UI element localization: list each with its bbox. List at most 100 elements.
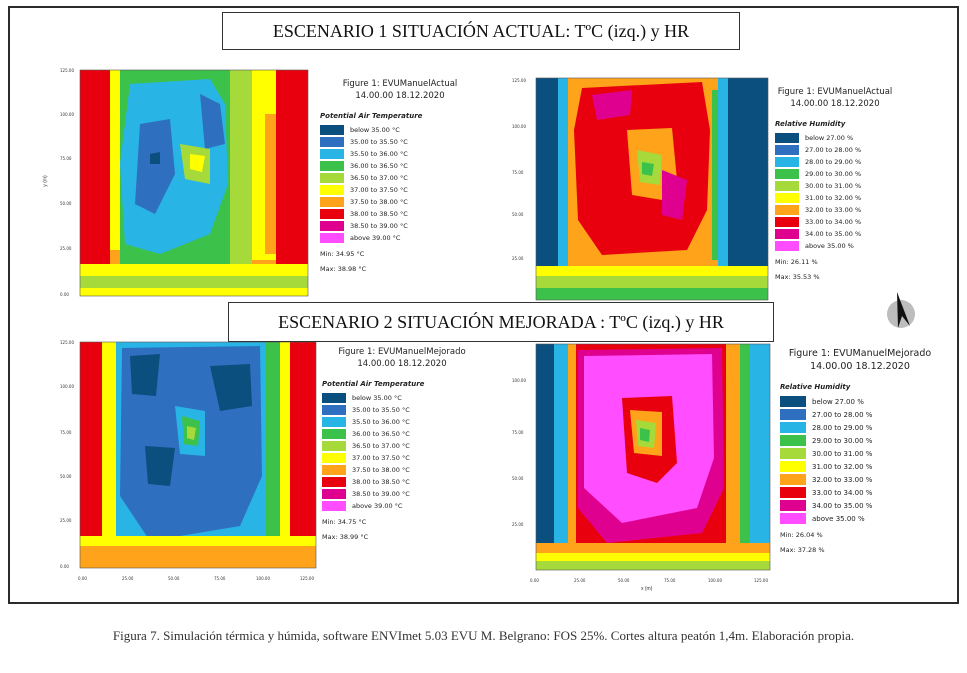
figure-datetime: 14.00.00 18.12.2020	[355, 91, 445, 101]
legend-label: 36.50 to 37.00 °C	[352, 442, 410, 450]
legend-subtitle: Relative Humidity	[775, 120, 846, 128]
s1-humidity-map: 125.00 100.00 75.00 50.00 25.00	[512, 70, 772, 304]
legend-label: below 35.00 °C	[352, 394, 402, 402]
y-tick: 100.00	[60, 384, 74, 389]
legend-label: 27.00 to 28.00 %	[812, 410, 873, 419]
y-tick: 25.00	[60, 518, 72, 523]
legend-subtitle: Relative Humidity	[780, 383, 851, 391]
legend-subtitle: Potential Air Temperature	[322, 380, 425, 388]
legend-label: 31.00 to 32.00 %	[812, 462, 873, 471]
legend-label: 31.00 to 32.00 %	[805, 194, 862, 202]
legend-label: 37.50 to 38.00 °C	[352, 466, 410, 474]
y-tick: 100.00	[60, 112, 74, 117]
x-tick: 25.00	[122, 576, 134, 581]
y-tick: 100.00	[512, 378, 526, 383]
legend-item: 34.00 to 35.00 %	[780, 499, 940, 512]
max-value: Max: 37.28 %	[780, 546, 825, 554]
x-tick: 100.00	[256, 576, 270, 581]
legend-label: above 39.00 °C	[352, 502, 403, 510]
caption-text: Figura 7. Simulación térmica y húmida, s…	[112, 628, 855, 643]
legend-label: 35.50 to 36.00 °C	[350, 150, 408, 158]
min-value: Min: 26.04 %	[780, 531, 823, 539]
legend-label: 30.00 to 31.00 %	[805, 182, 862, 190]
y-tick: 50.00	[60, 474, 72, 479]
max-value: Max: 35.53 %	[775, 273, 820, 281]
legend-swatch	[780, 448, 806, 459]
legend-item: 31.00 to 32.00 %	[775, 192, 895, 204]
x-tick: 125.00	[754, 578, 768, 583]
legend-label: 37.00 to 37.50 °C	[350, 186, 408, 194]
legend-item: above 35.00 %	[780, 512, 940, 525]
y-tick: 125.00	[60, 340, 74, 345]
legend-swatch	[322, 441, 346, 451]
legend-label: below 35.00 °C	[350, 126, 400, 134]
legend-label: 35.00 to 35.50 °C	[352, 406, 410, 414]
legend-item: below 35.00 °C	[320, 124, 480, 136]
legend-label: 33.00 to 34.00 %	[805, 218, 862, 226]
legend-item: 29.00 to 30.00 %	[775, 168, 895, 180]
legend-item: 35.50 to 36.00 °C	[322, 416, 482, 428]
legend-item: 36.50 to 37.00 °C	[322, 440, 482, 452]
legend-swatch	[322, 489, 346, 499]
legend-swatch	[775, 229, 799, 239]
min-value: Min: 34.75 °C	[322, 518, 367, 526]
legend-item: 32.00 to 33.00 %	[780, 473, 940, 486]
legend-item: 27.00 to 28.00 %	[775, 144, 895, 156]
min-value: Min: 26.11 %	[775, 258, 818, 266]
max-value: Max: 38.98 °C	[320, 265, 367, 273]
s1-temperature-legend: Figure 1: EVUManuelActual 14.00.00 18.12…	[320, 78, 480, 274]
legend-swatch	[775, 205, 799, 215]
min-value: Min: 34.95 °C	[320, 250, 365, 258]
s2-humidity-map: 100.00 75.00 50.00 25.00 0.00 25.00 50.0…	[512, 338, 774, 586]
legend-label: 34.00 to 35.00 %	[805, 230, 862, 238]
legend-label: 38.00 to 38.50 °C	[352, 478, 410, 486]
legend-swatch	[322, 477, 346, 487]
scenario-2-title: ESCENARIO 2 SITUACIÓN MEJORADA : TºC (iz…	[228, 302, 774, 342]
legend-label: above 35.00 %	[805, 242, 854, 250]
legend-item: 37.00 to 37.50 °C	[322, 452, 482, 464]
legend-label: above 39.00 °C	[350, 234, 401, 242]
x-tick: 0.00	[530, 578, 539, 583]
y-tick: 125.00	[512, 78, 526, 83]
legend-label: 38.50 to 39.00 °C	[352, 490, 410, 498]
legend-label: 27.00 to 28.00 %	[805, 146, 862, 154]
x-tick: 125.00	[300, 576, 314, 581]
y-tick: 0.00	[60, 292, 69, 297]
legend-swatch	[320, 185, 344, 195]
legend-item: 36.00 to 36.50 °C	[322, 428, 482, 440]
figure-name: Figure 1: EVUManuelMejorado	[338, 347, 466, 357]
y-tick: 75.00	[512, 430, 524, 435]
legend-swatch	[320, 221, 344, 231]
legend-swatch	[780, 474, 806, 485]
x-tick: 75.00	[214, 576, 226, 581]
legend-swatch	[322, 501, 346, 511]
figure-name: Figure 1: EVUManuelMejorado	[788, 348, 932, 359]
legend-item: below 35.00 °C	[322, 392, 482, 404]
legend-item: below 27.00 %	[775, 132, 895, 144]
legend-label: 36.50 to 37.00 °C	[350, 174, 408, 182]
legend-label: 29.00 to 30.00 %	[805, 170, 862, 178]
legend-swatch	[320, 209, 344, 219]
legend-item: 36.50 to 37.00 °C	[320, 172, 480, 184]
y-axis-label: y (m)	[42, 175, 49, 187]
y-tick: 50.00	[512, 476, 524, 481]
legend-swatch	[322, 417, 346, 427]
scenario-1-title: ESCENARIO 1 SITUACIÓN ACTUAL: TºC (izq.)…	[222, 12, 740, 50]
legend-swatch	[775, 241, 799, 251]
legend-swatch	[775, 181, 799, 191]
legend-label: 37.00 to 37.50 °C	[352, 454, 410, 462]
s1-humidity-legend: Figure 1: EVUManuelActual 14.00.00 18.12…	[775, 86, 895, 282]
legend-swatch	[320, 233, 344, 243]
legend-item: 37.00 to 37.50 °C	[320, 184, 480, 196]
y-tick: 25.00	[512, 256, 524, 261]
legend-swatch	[322, 393, 346, 403]
legend-swatch	[780, 435, 806, 446]
legend-item: 38.50 to 39.00 °C	[322, 488, 482, 500]
y-tick: 125.00	[60, 68, 74, 73]
x-tick: 100.00	[708, 578, 722, 583]
legend-swatch	[322, 405, 346, 415]
legend-label: 32.00 to 33.00 %	[812, 475, 873, 484]
legend-label: 35.50 to 36.00 °C	[352, 418, 410, 426]
legend-swatch	[320, 173, 344, 183]
legend-item: 37.50 to 38.00 °C	[322, 464, 482, 476]
